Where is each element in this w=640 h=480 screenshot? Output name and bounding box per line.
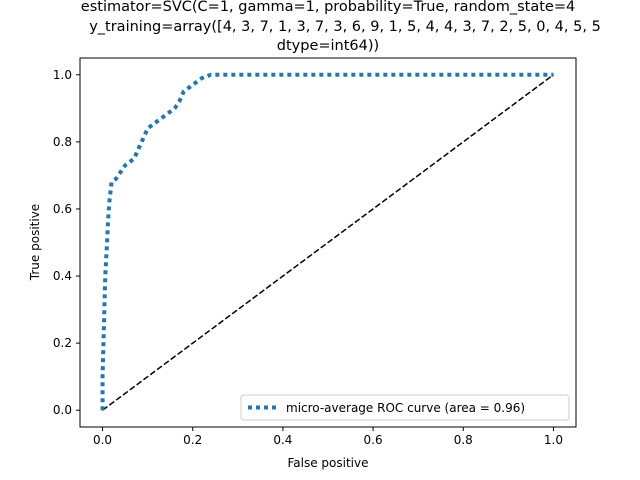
title-line-1: estimator=SVC(C=1, gamma=1, probability=… xyxy=(81,0,575,15)
title-line-2: y_training=array([4, 3, 7, 1, 3, 7, 3, 6… xyxy=(89,19,601,35)
y-axis-ticks: 0.0 0.2 0.4 0.6 0.8 1.0 xyxy=(53,68,80,417)
x-tick-label: 0.4 xyxy=(273,433,292,447)
x-tick-label: 0.6 xyxy=(364,433,383,447)
legend-box xyxy=(240,394,570,421)
y-tick-label: 0.2 xyxy=(53,336,72,350)
x-tick-label: 1.0 xyxy=(544,433,563,447)
y-tick-label: 0.6 xyxy=(53,202,72,216)
title-line-3: dtype=int64)) xyxy=(277,38,379,54)
series-layer xyxy=(100,72,554,411)
x-axis-ticks: 0.0 0.2 0.4 0.6 0.8 1.0 xyxy=(93,427,563,447)
legend-label-micro-average: micro-average ROC curve (area = 0.96) xyxy=(286,401,525,415)
plot-frame xyxy=(79,57,577,428)
micro-average-roc-line xyxy=(100,72,554,411)
y-axis-label: True positive xyxy=(28,204,42,281)
x-tick-label: 0.2 xyxy=(183,433,202,447)
y-tick-label: 0.8 xyxy=(53,135,72,149)
y-tick-label: 0.0 xyxy=(53,403,72,417)
chance-diagonal-line xyxy=(102,74,554,411)
y-tick-label: 1.0 xyxy=(53,68,72,82)
x-axis-label: False positive xyxy=(287,456,368,470)
y-tick-label: 0.4 xyxy=(53,269,72,283)
x-tick-label: 0.8 xyxy=(454,433,473,447)
legend: micro-average ROC curve (area = 0.96) xyxy=(240,394,570,421)
chart-title: estimator=SVC(C=1, gamma=1, probability=… xyxy=(81,0,601,54)
x-tick-label: 0.0 xyxy=(93,433,112,447)
